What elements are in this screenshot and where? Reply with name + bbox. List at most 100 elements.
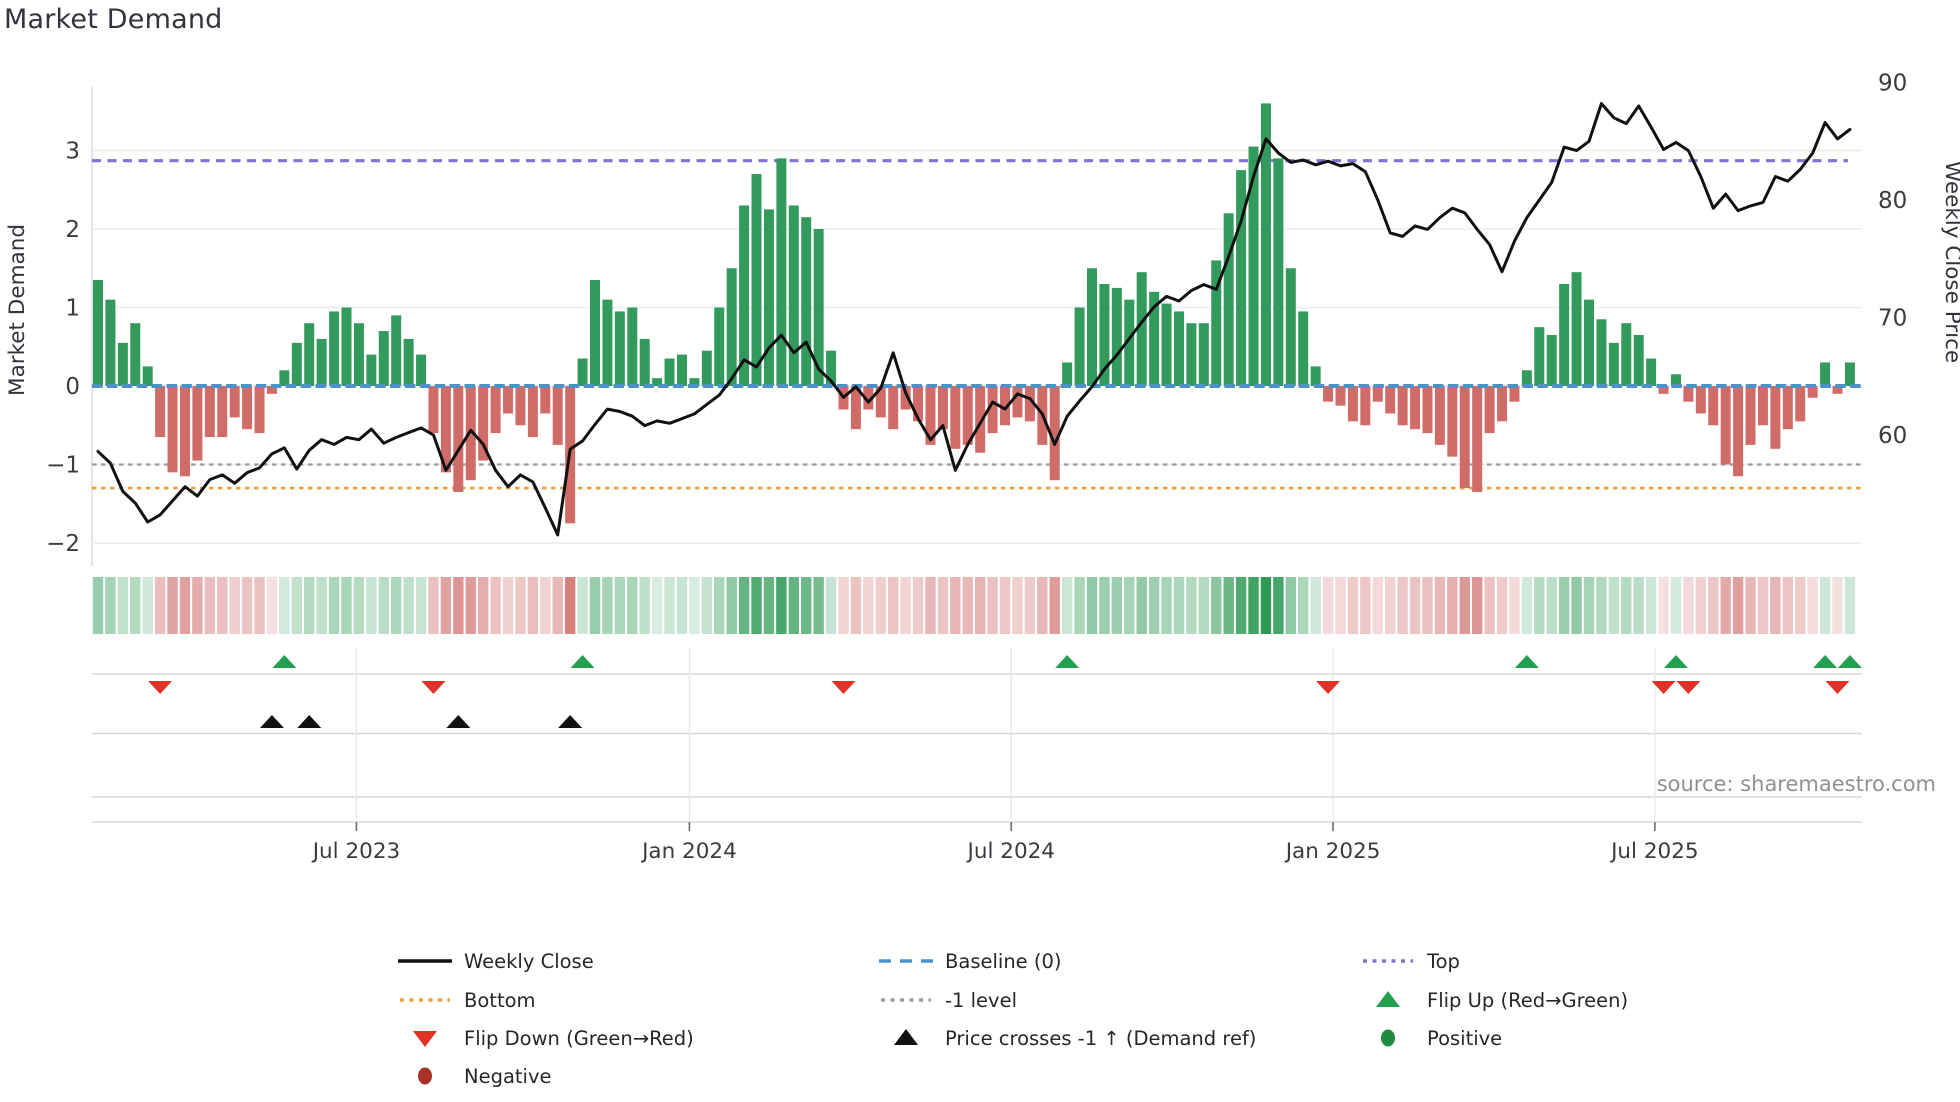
demand-bar [900, 386, 911, 410]
heatmap-cell [564, 577, 576, 634]
heatmap-cell [937, 577, 949, 634]
demand-bar [192, 386, 203, 461]
demand-bar [478, 386, 489, 461]
demand-bar [155, 386, 166, 438]
legend-item-tri-up-black: Price crosses -1 ↑ (Demand ref) [875, 1023, 1256, 1053]
demand-bar [1087, 268, 1097, 386]
demand-bar [1745, 386, 1756, 445]
heatmap-cell [1832, 577, 1843, 634]
heatmap-cell [1745, 577, 1756, 634]
demand-bar [1149, 291, 1160, 386]
demand-bar [93, 280, 103, 386]
demand-bar [1472, 386, 1483, 492]
demand-bar [875, 386, 886, 418]
legend-label: Flip Down (Green→Red) [464, 1026, 694, 1050]
line-black-icon [394, 948, 456, 974]
left-tick-label: 0 [65, 374, 80, 400]
heatmap-cell [1459, 577, 1470, 634]
heatmap-cell [279, 577, 290, 634]
heatmap-cell [266, 577, 278, 634]
demand-bar [142, 366, 153, 386]
demand-bar [503, 386, 514, 414]
flip-down-marker [421, 681, 446, 694]
heatmap-cell [1658, 577, 1669, 634]
heatmap-cell [353, 577, 365, 634]
demand-bar [975, 386, 986, 453]
heatmap-cell [1012, 577, 1023, 634]
heatmap-cell [602, 577, 613, 634]
heatmap-cell [179, 577, 191, 634]
demand-bar [1074, 307, 1085, 386]
demand-bar [1670, 374, 1681, 386]
heatmap-cell [1235, 577, 1247, 634]
demand-bar [1422, 386, 1433, 434]
demand-bar [490, 386, 501, 434]
heatmap-cell [1645, 577, 1657, 634]
demand-bar [863, 386, 874, 410]
demand-bar [1360, 386, 1371, 426]
heatmap-cell [1322, 577, 1334, 634]
demand-bar [1559, 283, 1570, 386]
demand-bar [416, 354, 427, 386]
demand-bar [1832, 386, 1843, 394]
demand-bar [1285, 268, 1296, 386]
demand-bar [1372, 386, 1383, 402]
demand-bar [366, 354, 377, 386]
demand-bar [714, 307, 725, 386]
heatmap-cell [1223, 577, 1234, 634]
heatmap-cell [1086, 577, 1098, 634]
legend-label: Price crosses -1 ↑ (Demand ref) [945, 1026, 1257, 1050]
heatmap-cell [304, 577, 315, 634]
legend-item-line-black: Weekly Close [394, 946, 594, 976]
heatmap-cell [192, 577, 203, 634]
heatmap-cell [204, 577, 216, 634]
heatmap-cell [1447, 577, 1458, 634]
demand-bar [1198, 323, 1209, 386]
dash-blue-icon [875, 948, 937, 974]
page-title: Market Demand [4, 4, 223, 35]
heatmap-cell [776, 577, 787, 634]
demand-bar [1608, 342, 1619, 386]
demand-bar [925, 386, 936, 445]
heatmap-cell [477, 577, 489, 634]
x-tick-label: Jul 2025 [1609, 839, 1699, 864]
heatmap-cell [1372, 577, 1383, 634]
demand-bar [1012, 386, 1023, 418]
demand-bar [316, 338, 327, 386]
heatmap-cell [1471, 577, 1483, 634]
heatmap-cell [453, 577, 464, 634]
heatmap-cell [328, 577, 340, 634]
demand-bar [1260, 103, 1271, 387]
heatmap-cell [614, 577, 626, 634]
demand-bar [1161, 303, 1172, 386]
heatmap-cell [1521, 577, 1533, 634]
flip-down-marker [1316, 681, 1341, 694]
flip-down-marker [831, 681, 856, 694]
demand-bar [167, 386, 178, 473]
heatmap-cell [1335, 577, 1346, 634]
price-cross-marker [558, 715, 583, 728]
demand-bar [627, 307, 638, 386]
heatmap-cell [900, 577, 911, 634]
heatmap-cell [1198, 577, 1210, 634]
demand-bar [763, 209, 774, 386]
market-demand-chart: Jul 2023 Jan 2024 Jul 2024 Jan 2025 Jul 2025… [5, 71, 1960, 865]
heatmap-cell [502, 577, 514, 634]
price-cross-marker [446, 715, 471, 728]
demand-bar [826, 350, 837, 386]
demand-bar [1459, 386, 1470, 489]
demand-bar [1335, 386, 1346, 406]
left-tick-label: 3 [65, 139, 80, 165]
demand-bar [1534, 327, 1545, 386]
legend-label: -1 level [945, 988, 1018, 1012]
demand-bar [1211, 260, 1222, 386]
demand-bar [1683, 386, 1694, 402]
heatmap-cell [1347, 577, 1359, 634]
heatmap-cell [738, 577, 750, 634]
left-tick-label: −1 [46, 453, 80, 479]
demand-bar [1658, 386, 1669, 394]
heatmap-cell [1385, 577, 1396, 634]
demand-bar [428, 386, 439, 434]
tri-up-green-icon [1357, 987, 1419, 1013]
heatmap-cell [142, 577, 153, 634]
